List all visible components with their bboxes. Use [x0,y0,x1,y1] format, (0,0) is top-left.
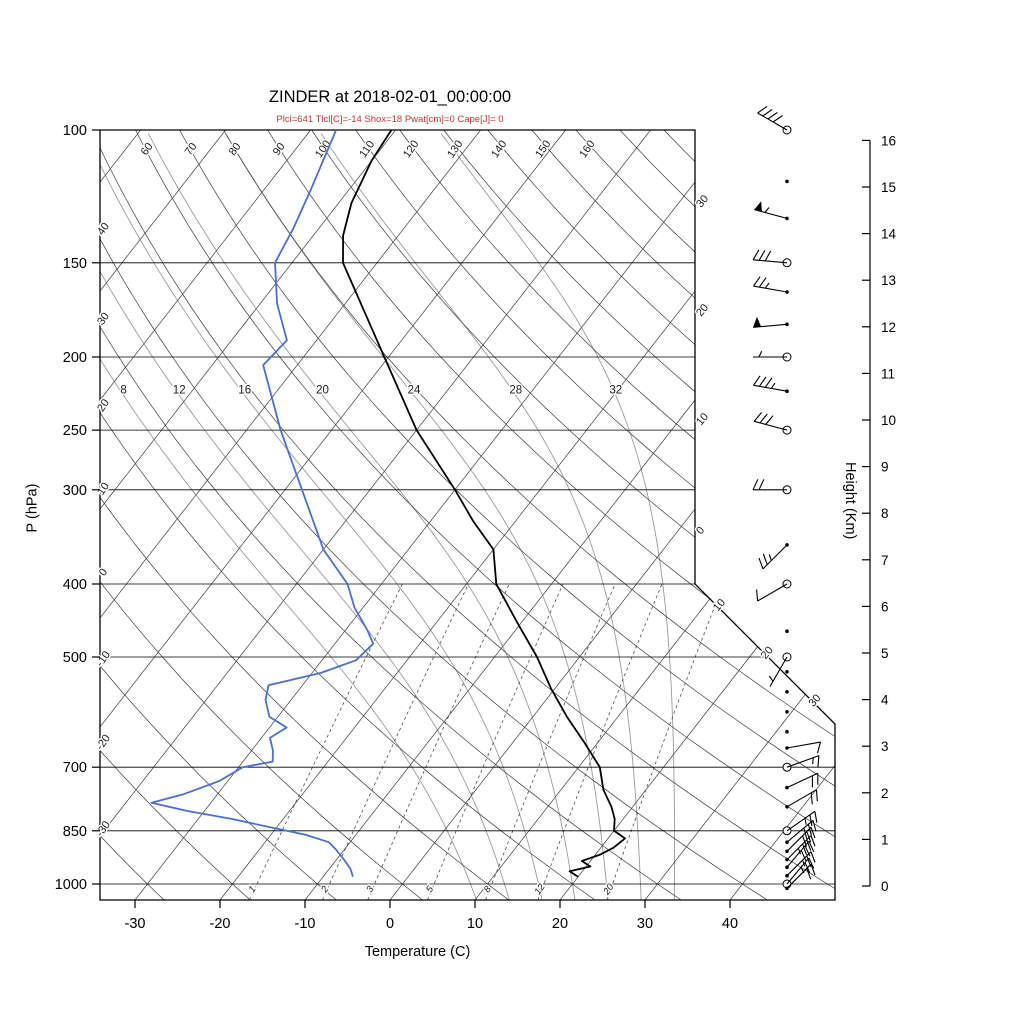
svg-text:28: 28 [509,384,522,396]
skewt-grid [100,130,835,900]
svg-text:10: 10 [881,413,896,428]
svg-text:16: 16 [238,384,251,396]
svg-text:100: 100 [63,123,87,139]
temperature-curve [342,130,626,878]
dewpoint-curve [150,130,375,877]
grid-line-labels: 60 70 80 90 100 110 120 130 140 150 160403020100-1… [93,137,826,899]
svg-text:20: 20 [694,302,711,319]
svg-text:11: 11 [881,366,895,381]
svg-text:30: 30 [637,916,653,932]
svg-text:20: 20 [759,644,776,661]
pressure-axis: 100 150 200 250 300 400 500 700 850 1000 [55,123,100,893]
svg-text:2: 2 [881,786,889,801]
svg-text:10: 10 [467,916,483,932]
svg-text:10: 10 [694,411,711,428]
svg-text:40: 40 [722,916,738,932]
sounding-curves [150,130,626,878]
svg-text:6: 6 [881,599,889,614]
svg-text:-30: -30 [125,916,146,932]
mixing-ratio-lines [249,583,724,900]
svg-text:8: 8 [120,384,126,396]
svg-text:5: 5 [881,646,889,661]
svg-text:90: 90 [271,141,288,158]
svg-text:1000: 1000 [55,877,87,893]
chart-subtitle: Plcl=641 Tlcl[C]=-14 Shox=18 Pwat[cm]=0 … [276,114,504,125]
svg-text:9: 9 [881,460,889,475]
svg-text:300: 300 [63,483,87,499]
svg-text:10: 10 [95,481,112,498]
temperature-axis-label: Temperature (C) [364,944,471,960]
svg-text:8: 8 [482,884,494,895]
chart-title: ZINDER at 2018-02-01_00:00:00 [268,88,512,106]
svg-text:30: 30 [95,311,112,328]
svg-text:10: 10 [711,597,728,614]
svg-text:2: 2 [319,884,332,896]
svg-text:30: 30 [807,692,824,709]
svg-text:0: 0 [386,916,394,932]
svg-text:0: 0 [694,525,707,537]
svg-text:500: 500 [63,650,87,666]
svg-text:250: 250 [63,423,87,439]
plot-frame [99,129,836,901]
svg-text:40: 40 [95,221,112,238]
svg-text:0: 0 [881,879,889,894]
svg-text:16: 16 [881,133,896,148]
svg-text:0: 0 [97,567,110,579]
svg-text:150: 150 [63,256,87,272]
svg-text:12: 12 [173,384,186,396]
svg-text:20: 20 [95,397,112,414]
svg-text:-10: -10 [94,649,113,669]
svg-text:850: 850 [63,824,87,840]
svg-text:20: 20 [316,384,329,396]
svg-text:3: 3 [881,739,889,754]
pressure-gridlines [100,130,835,885]
svg-text:3: 3 [364,884,376,895]
svg-text:32: 32 [609,384,622,396]
svg-text:8: 8 [881,506,889,521]
svg-text:24: 24 [408,384,421,396]
svg-text:1: 1 [247,884,259,895]
svg-text:700: 700 [63,760,87,776]
svg-text:20: 20 [552,916,568,932]
svg-text:160: 160 [577,138,597,160]
svg-text:150: 150 [533,138,553,160]
svg-text:70: 70 [183,141,200,158]
svg-text:140: 140 [489,138,509,160]
svg-text:130: 130 [445,138,465,160]
wind-barbs [752,105,822,891]
temperature-axis: -30 -20 -10 0 10 20 30 40 [125,900,738,932]
svg-text:12: 12 [881,320,896,335]
svg-text:15: 15 [881,180,896,195]
svg-text:-20: -20 [210,916,231,932]
svg-text:-10: -10 [295,916,316,932]
svg-text:-20: -20 [94,733,113,753]
svg-text:120: 120 [401,138,421,160]
svg-text:13: 13 [881,273,896,288]
svg-text:7: 7 [881,553,889,568]
svg-text:30: 30 [694,193,711,210]
svg-text:80: 80 [227,141,244,158]
svg-text:200: 200 [63,350,87,366]
svg-text:400: 400 [63,577,87,593]
svg-text:-30: -30 [94,819,113,839]
svg-text:4: 4 [881,693,889,708]
svg-text:1: 1 [881,832,889,847]
svg-text:14: 14 [881,227,897,242]
moist-adiabats [100,133,675,900]
svg-text:5: 5 [424,884,436,895]
